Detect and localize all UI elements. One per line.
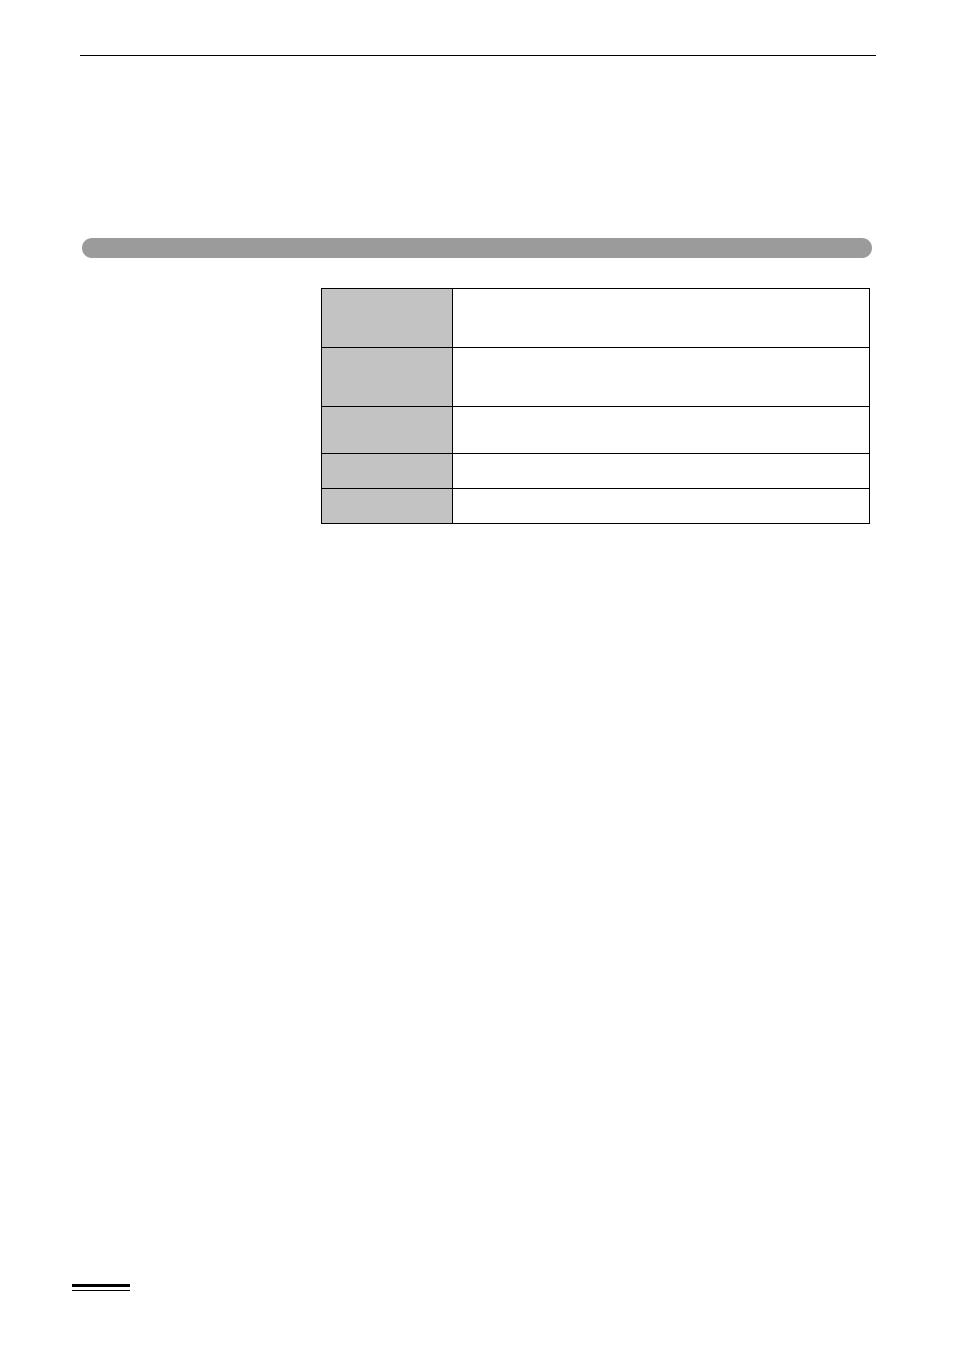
footer-line-thin [72, 1290, 130, 1291]
spec-label [322, 289, 453, 348]
spec-table [321, 288, 870, 524]
footer-line-thick [72, 1284, 130, 1287]
page-root [0, 0, 954, 1351]
table-row [322, 489, 870, 524]
spec-label [322, 454, 453, 489]
spec-value [453, 454, 870, 489]
spec-value [453, 289, 870, 348]
spec-value [453, 489, 870, 524]
section-title-bar [82, 238, 872, 258]
spec-label [322, 407, 453, 454]
table-row [322, 289, 870, 348]
table-row [322, 454, 870, 489]
spec-label [322, 348, 453, 407]
footer-page-marker [72, 1284, 130, 1291]
header-divider [80, 55, 876, 56]
table-row [322, 407, 870, 454]
spec-label [322, 489, 453, 524]
spec-table-body [322, 289, 870, 524]
spec-value [453, 348, 870, 407]
spec-value [453, 407, 870, 454]
table-row [322, 348, 870, 407]
